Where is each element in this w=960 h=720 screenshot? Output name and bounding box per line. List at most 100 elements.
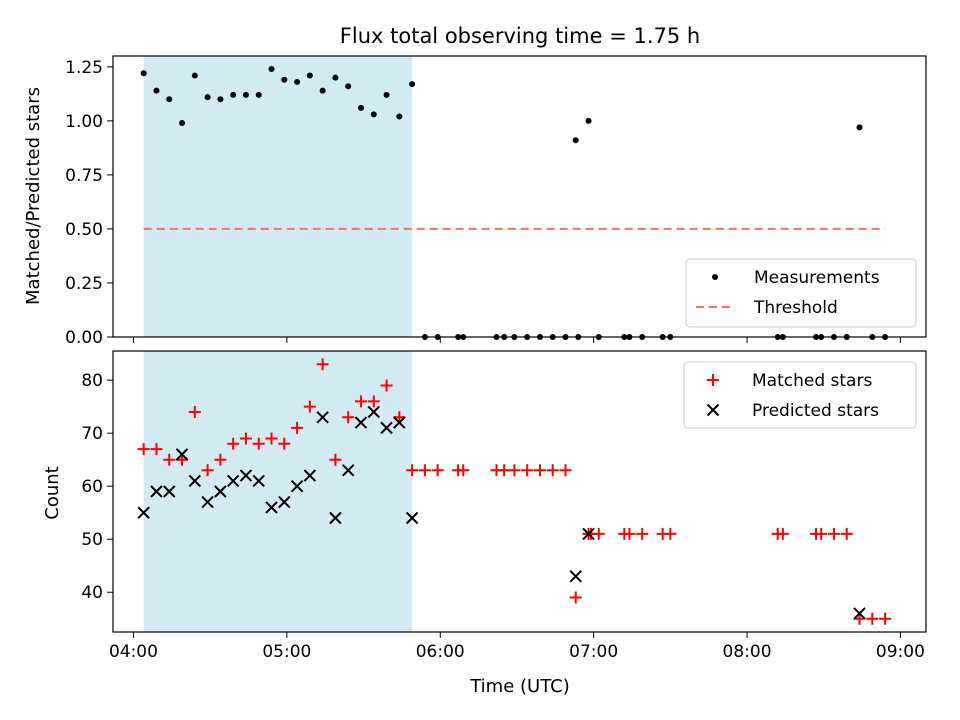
matched-star-point <box>431 464 444 477</box>
bottom-y-tick-label: 60 <box>81 477 103 497</box>
measurement-point <box>294 78 301 85</box>
matched-star-point <box>265 432 278 445</box>
predicted-star-point <box>367 405 380 419</box>
legend-handle-predicted <box>706 403 720 417</box>
matched-star-point <box>457 464 470 477</box>
measurement-point <box>268 65 275 72</box>
predicted-star-point <box>175 448 189 461</box>
predicted-star-point <box>252 474 265 488</box>
matched-star-point <box>498 464 511 477</box>
legend-label: Threshold <box>753 298 838 318</box>
top-axes-frame <box>112 55 927 338</box>
measurement-point <box>153 87 160 94</box>
matched-star-point <box>623 527 636 540</box>
top-y-tick-label: 0.75 <box>65 166 103 186</box>
bottom-axes-frame <box>112 350 927 633</box>
measurement-point <box>230 91 237 98</box>
measurement-point <box>191 72 198 79</box>
top-legend-box <box>685 258 917 328</box>
matched-star-point <box>137 443 150 456</box>
predicted-star-point <box>290 479 304 493</box>
measurement-point <box>572 137 579 144</box>
legend-label: Measurements <box>754 268 880 288</box>
matched-star-point <box>592 527 605 540</box>
measurement-point <box>204 94 211 101</box>
matched-star-point <box>239 432 252 445</box>
x-tick-label: 05:00 <box>262 642 311 662</box>
bottom-y-tick-label: 50 <box>81 530 103 550</box>
bottom-shaded-span <box>143 351 413 632</box>
matched-star-point <box>252 437 265 450</box>
matched-star-point <box>840 527 853 540</box>
x-tick-label: 09:00 <box>876 642 925 662</box>
predicted-star-point <box>163 485 176 498</box>
predicted-star-point <box>265 501 278 514</box>
matched-star-point <box>278 437 291 450</box>
matched-star-point <box>827 527 840 540</box>
predicted-star-point <box>380 421 393 435</box>
measurement-point <box>383 91 390 98</box>
measurement-point <box>396 113 403 120</box>
predicted-star-point <box>226 474 240 488</box>
bottom-panel: Count 04:00 05:00 06:00 07:00 08:00 09:00 40 50… <box>42 350 927 662</box>
measurement-point <box>281 76 288 83</box>
chart-title: Flux total observing time = 1.75 h <box>340 24 700 48</box>
matched-star-point <box>188 405 201 418</box>
legend-handle-matched <box>707 374 719 386</box>
x-tick-label: 08:00 <box>723 642 772 662</box>
matched-star-point <box>380 379 393 392</box>
matched-star-point <box>546 464 559 477</box>
measurement-point <box>345 83 352 90</box>
matched-star-point <box>227 437 240 450</box>
predicted-star-point <box>214 485 227 498</box>
matched-star-point <box>521 464 534 477</box>
measurement-point <box>217 96 224 103</box>
top-y-tick-label: 0.25 <box>65 274 103 294</box>
matched-star-point <box>406 464 419 477</box>
matched-star-point <box>636 527 649 540</box>
measurement-point <box>255 91 262 98</box>
measurement-point <box>332 74 339 81</box>
predicted-star-point <box>316 411 329 424</box>
matched-star-point <box>163 453 176 466</box>
measurement-point <box>242 91 249 98</box>
matched-star-point <box>418 464 431 477</box>
matched-star-point <box>815 527 828 540</box>
bottom-plot-area <box>137 358 892 625</box>
top-y-tick-label: 0.00 <box>65 328 103 348</box>
predicted-star-point <box>150 485 163 498</box>
measurement-point <box>179 120 186 127</box>
matched-star-point <box>508 464 521 477</box>
matched-star-point <box>367 395 380 408</box>
top-y-tick-label: 1.00 <box>65 112 103 132</box>
predicted-star-point <box>342 464 355 477</box>
measurement-point <box>585 117 592 124</box>
measurement-point <box>319 87 326 94</box>
predicted-star-point <box>278 495 291 509</box>
bottom-y-tick-label: 70 <box>81 424 103 444</box>
predicted-star-point <box>393 416 406 429</box>
matched-star-point <box>214 453 227 466</box>
matched-star-point <box>776 527 789 540</box>
top-panel: Matched/Predicted stars 0.00 0.25 0.50 0.75… <box>23 55 927 348</box>
matched-star-point <box>354 395 367 408</box>
predicted-star-point <box>405 511 419 525</box>
matched-star-point <box>664 527 677 540</box>
legend-label: Matched stars <box>752 371 872 391</box>
matched-star-point <box>866 612 879 625</box>
predicted-star-point <box>137 506 150 519</box>
measurement-point <box>370 111 377 118</box>
predicted-star-point <box>853 607 866 620</box>
x-tick-label: 06:00 <box>416 642 465 662</box>
matched-star-point <box>559 464 572 477</box>
measurement-point <box>856 124 863 131</box>
top-shaded-span <box>143 56 413 337</box>
matched-star-point <box>342 411 355 424</box>
measurement-point <box>357 104 364 111</box>
legend-label: Predicted stars <box>752 401 879 421</box>
predicted-star-point <box>329 511 342 525</box>
measurement-point <box>409 81 416 88</box>
predicted-star-point <box>569 570 582 583</box>
x-tick-label: 07:00 <box>569 642 618 662</box>
bottom-legend-box <box>683 361 917 429</box>
